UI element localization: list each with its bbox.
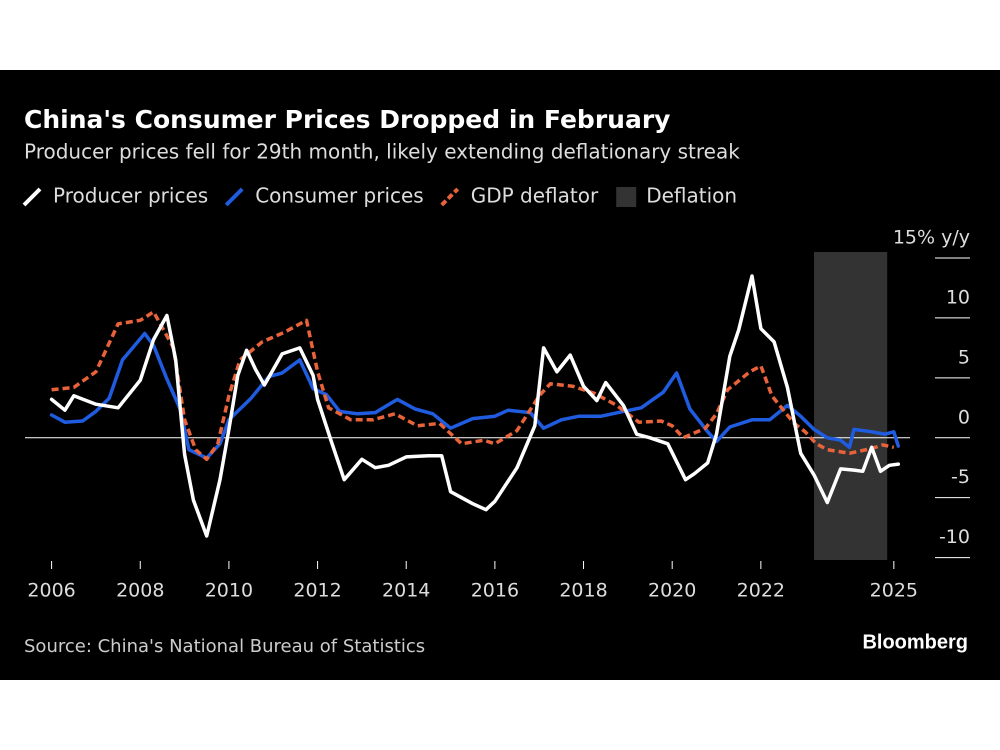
chart-subtitle: Producer prices fell for 29th month, lik…	[24, 140, 740, 164]
legend-swatch	[440, 187, 460, 207]
legend-swatch	[22, 187, 42, 207]
x-tick-label: 2014	[382, 580, 430, 602]
legend-label: GDP deflator	[471, 184, 599, 208]
credit: Bloomberg	[862, 631, 968, 653]
legend-label: Consumer prices	[255, 184, 424, 208]
series-line	[49, 274, 901, 538]
x-tick-label: 2016	[471, 580, 519, 602]
source: Source: China's National Bureau of Stati…	[24, 636, 425, 657]
series-line	[51, 310, 895, 462]
x-tick-label: 2022	[737, 580, 785, 602]
y-tick-label: 10	[946, 286, 970, 308]
y-tick-label: -5	[951, 466, 970, 488]
legend-swatch	[616, 187, 637, 207]
x-tick-label: 2008	[116, 580, 164, 602]
x-tick-label: 2006	[27, 580, 75, 602]
x-tick-label: 2020	[648, 580, 696, 602]
x-tick-label: 2018	[559, 580, 607, 602]
chart-title: China's Consumer Prices Dropped in Febru…	[24, 105, 670, 134]
legend-label: Deflation	[646, 184, 737, 208]
x-tick-label: 2010	[205, 580, 253, 602]
x-tick-label: 2025	[870, 580, 918, 602]
y-tick-label: 5	[958, 346, 970, 368]
y-tick-label: -10	[939, 526, 970, 548]
x-tick-label: 2012	[293, 580, 341, 602]
y-tick-label: 15% y/y	[893, 226, 970, 248]
deflation-band	[814, 252, 888, 560]
y-tick-label: 0	[958, 406, 970, 428]
legend: Producer prices Consumer prices GDP deflat…	[22, 184, 737, 208]
legend-label: Producer prices	[53, 184, 208, 208]
legend-swatch	[224, 187, 244, 207]
